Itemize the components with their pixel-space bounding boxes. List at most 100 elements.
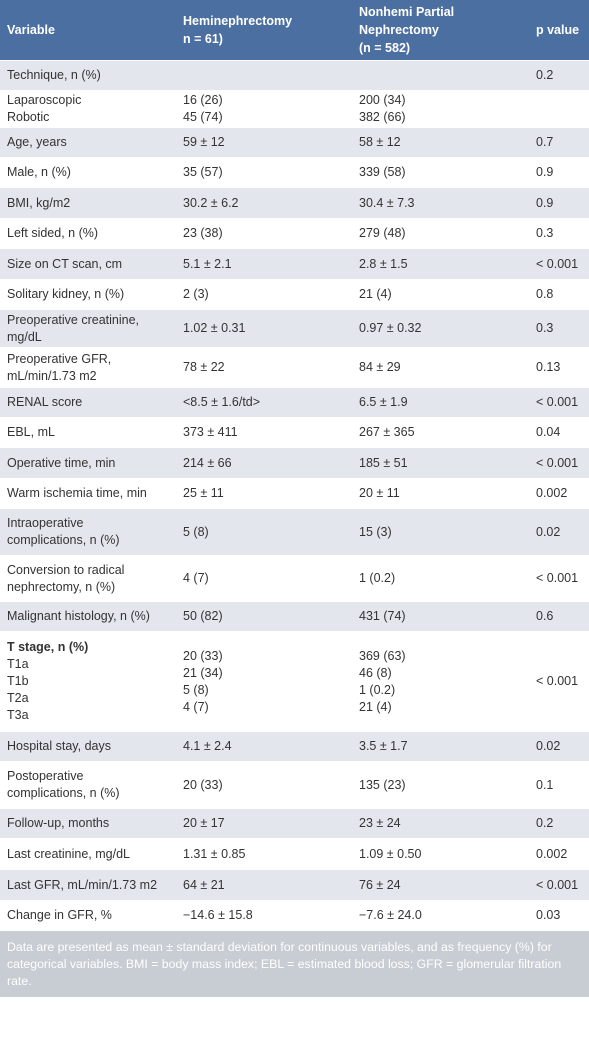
header-p-value: p value [529,0,589,61]
cell-variable-label: Change in GFR, % [7,908,112,923]
cell-variable-label: Intraoperative complications, n (%) [7,516,120,547]
cell-nonhemi-partial: 30.4 ± 7.3 [352,187,529,219]
cell-p-value: 0.3 [529,218,589,249]
cell-nonhemi-partial-value: 1 (0.2) [359,571,396,585]
cell-variable-label: Follow-up, months [7,816,110,830]
cell-variable-label: Postoperative complications, n (%) [7,769,120,800]
cell-heminephrectomy: 1.31 ± 0.85 [176,838,352,870]
table-row: Follow-up, months 20 ± 17 23 ± 24 0.2 [0,808,589,839]
cell-heminephrectomy-value: 2 (3) [183,287,209,301]
cell-heminephrectomy-value: 20 ± 17 [183,816,225,830]
cell-heminephrectomy: 1.02 ± 0.31 [176,309,352,348]
header-row: Variable Heminephrectomy n = 61) Nonhemi… [0,0,589,61]
cell-nonhemi-partial-value: 431 (74) [359,609,406,623]
cell-nonhemi-partial: 0.97 ± 0.32 [352,309,529,348]
cell-nonhemi-partial: 84 ± 29 [352,347,529,388]
cell-variable-label: Technique, n (%) [7,68,101,82]
table-row: BMI, kg/m2 30.2 ± 6.2 30.4 ± 7.3 0.9 [0,187,589,219]
cell-nonhemi-partial: 267 ± 365 [352,417,529,448]
cell-p-value: < 0.001 [529,555,589,602]
cell-nonhemi-partial-value: 58 ± 12 [359,135,401,149]
table-row: Technique, n (%) 0.2 [0,60,589,91]
cell-variable: BMI, kg/m2 [0,187,176,219]
table-row: Solitary kidney, n (%) 2 (3) 21 (4) 0.8 [0,279,589,310]
cell-nonhemi-partial: 58 ± 12 [352,127,529,158]
cell-nonhemi-partial: 21 (4) [352,279,529,310]
cell-variable-label: Male, n (%) [7,165,71,179]
cell-variable-label: Last creatinine, mg/dL [7,846,130,861]
table-header: Variable Heminephrectomy n = 61) Nonhemi… [0,0,589,61]
cell-variable: T stage, n (%) T1a T1b T2a T3a [0,631,176,732]
cell-nonhemi-partial-value: 135 (23) [359,777,406,792]
cell-variable: RENAL score [0,387,176,418]
cell-p-value: 0.002 [529,478,589,509]
cell-p-value: 0.02 [529,508,589,556]
cell-nonhemi-partial-value: 369 (63) 46 (8) 1 (0.2) 21 (4) [359,648,406,714]
table-footnote: Data are presented as mean ± standard de… [0,930,589,997]
cell-variable-label: BMI, kg/m2 [7,195,71,210]
cell-nonhemi-partial: 431 (74) [352,601,529,632]
cell-variable-label: Preoperative creatinine, mg/dL [7,312,140,344]
cell-heminephrectomy: 35 (57) [176,157,352,188]
cell-variable: Last GFR, mL/min/1.73 m2 [0,869,176,901]
cell-nonhemi-partial-value: 84 ± 29 [359,360,401,374]
cell-nonhemi-partial: 23 ± 24 [352,808,529,839]
cell-variable: Technique, n (%) [0,60,176,91]
table-row: T stage, n (%) T1a T1b T2a T3a 20 (33) 21 … [0,631,589,732]
cell-heminephrectomy-value: 30.2 ± 6.2 [183,195,239,210]
table-row: Hospital stay, days 4.1 ± 2.4 3.5 ± 1.7 0.0… [0,731,589,762]
cell-variable: EBL, mL [0,417,176,448]
cell-p-value: < 0.001 [529,387,589,418]
cell-variable: Follow-up, months [0,808,176,839]
cell-nonhemi-partial: 20 ± 11 [352,478,529,509]
cell-heminephrectomy: 23 (38) [176,218,352,249]
cell-heminephrectomy-value: 35 (57) [183,165,223,179]
cell-heminephrectomy-value: 5 (8) [183,524,209,539]
cell-p-value: 0.1 [529,761,589,809]
cell-variable: Preoperative creatinine, mg/dL [0,309,176,348]
cell-nonhemi-partial: 1.09 ± 0.50 [352,838,529,870]
cell-nonhemi-partial-value: 2.8 ± 1.5 [359,256,408,271]
table-row: Male, n (%) 35 (57) 339 (58) 0.9 [0,157,589,188]
cell-nonhemi-partial: −7.6 ± 24.0 [352,900,529,931]
cell-nonhemi-partial-value: 3.5 ± 1.7 [359,739,408,753]
cell-heminephrectomy: 20 (33) [176,761,352,809]
cell-variable-label: Size on CT scan, cm [7,256,123,271]
cell-heminephrectomy: 50 (82) [176,601,352,632]
cell-p-value: 0.02 [529,731,589,762]
table-row: Conversion to radical nephrectomy, n (%)… [0,555,589,602]
cell-heminephrectomy-value: 20 (33) 21 (34) 5 (8) 4 (7) [183,648,223,714]
cell-heminephrectomy: 20 ± 17 [176,808,352,839]
cell-nonhemi-partial: 200 (34) 382 (66) [352,90,529,128]
cell-heminephrectomy: 25 ± 11 [176,478,352,509]
cell-variable-label: Malignant histology, n (%) [7,609,150,623]
table-row: RENAL score <8.5 ± 1.6/td> 6.5 ± 1.9 < 0.00… [0,387,589,418]
cell-heminephrectomy: 30.2 ± 6.2 [176,187,352,219]
cell-heminephrectomy-value: 64 ± 21 [183,877,225,892]
cell-p-value [529,90,589,128]
cell-nonhemi-partial-value: 76 ± 24 [359,877,401,892]
cell-p-value: 0.8 [529,279,589,310]
cell-variable-label: Solitary kidney, n (%) [7,287,125,301]
cell-heminephrectomy-value: 5.1 ± 2.1 [183,256,232,271]
cell-heminephrectomy-value: 16 (26) 45 (74) [183,93,223,124]
cell-nonhemi-partial-value: 23 ± 24 [359,816,401,830]
cell-nonhemi-partial-value: 185 ± 51 [359,455,408,470]
cell-variable-label: Laparoscopic Robotic [7,93,82,124]
cell-variable-label: Age, years [7,135,67,149]
cell-variable-label: Left sided, n (%) [7,226,99,240]
cell-heminephrectomy: 2 (3) [176,279,352,310]
cell-nonhemi-partial: 3.5 ± 1.7 [352,731,529,762]
cell-variable-label: EBL, mL [7,425,55,439]
cell-nonhemi-partial [352,60,529,91]
cell-nonhemi-partial: 339 (58) [352,157,529,188]
cell-nonhemi-partial-value: 200 (34) 382 (66) [359,93,406,124]
cell-heminephrectomy-value: 20 (33) [183,777,223,792]
table-row: Warm ischemia time, min 25 ± 11 20 ± 11 0.0… [0,478,589,509]
cell-variable: Postoperative complications, n (%) [0,761,176,809]
header-heminephrectomy: Heminephrectomy n = 61) [176,0,352,61]
cell-variable-label: RENAL score [7,395,83,409]
cell-p-value: 0.04 [529,417,589,448]
cell-heminephrectomy-value: 4.1 ± 2.4 [183,739,232,753]
cell-variable: Hospital stay, days [0,731,176,762]
